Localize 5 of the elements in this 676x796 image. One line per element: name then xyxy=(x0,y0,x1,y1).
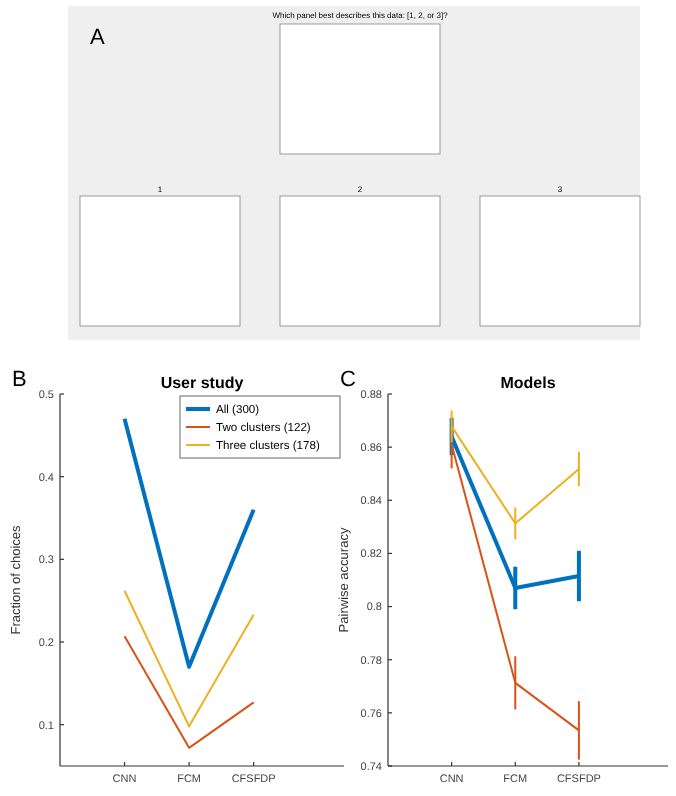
chart-title: Models xyxy=(500,374,557,392)
chart-title: User study xyxy=(160,374,245,392)
text: A xyxy=(90,26,106,50)
text: B xyxy=(12,368,27,392)
text: C xyxy=(340,368,356,392)
